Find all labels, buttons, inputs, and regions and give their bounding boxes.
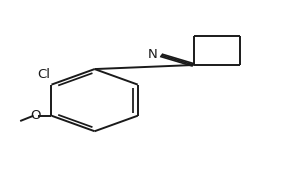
Text: N: N bbox=[148, 48, 158, 61]
Text: Cl: Cl bbox=[37, 68, 50, 81]
Text: O: O bbox=[31, 109, 41, 122]
